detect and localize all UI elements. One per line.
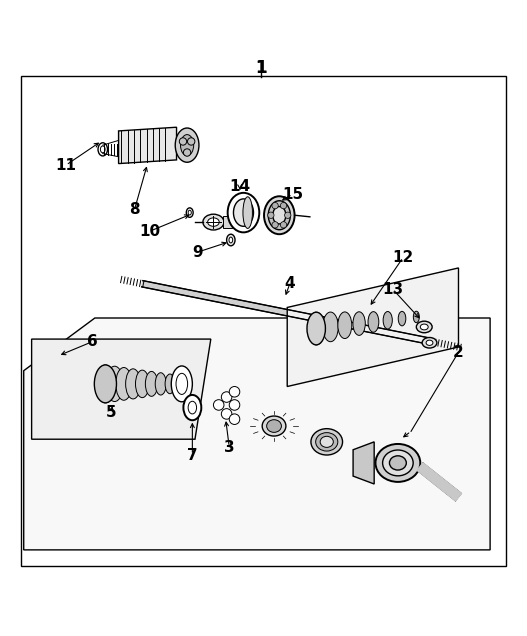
Text: 5: 5: [105, 405, 116, 420]
Ellipse shape: [307, 312, 326, 345]
Text: 9: 9: [192, 245, 203, 259]
Ellipse shape: [171, 366, 192, 402]
Ellipse shape: [116, 368, 132, 400]
Circle shape: [221, 392, 232, 403]
Ellipse shape: [262, 416, 286, 436]
Ellipse shape: [264, 197, 295, 234]
Polygon shape: [32, 339, 211, 439]
Ellipse shape: [100, 146, 105, 153]
Ellipse shape: [338, 312, 352, 338]
Ellipse shape: [227, 234, 235, 245]
Ellipse shape: [308, 312, 325, 345]
Circle shape: [272, 202, 278, 209]
Ellipse shape: [229, 237, 233, 243]
Circle shape: [229, 399, 240, 410]
Ellipse shape: [94, 365, 116, 403]
Text: 3: 3: [224, 439, 235, 455]
Circle shape: [268, 212, 274, 218]
Ellipse shape: [187, 208, 193, 218]
Ellipse shape: [426, 340, 433, 345]
Circle shape: [183, 149, 191, 156]
Ellipse shape: [316, 432, 338, 451]
Ellipse shape: [96, 365, 115, 403]
Circle shape: [229, 387, 240, 397]
Ellipse shape: [233, 199, 253, 226]
Circle shape: [229, 414, 240, 424]
Ellipse shape: [125, 369, 141, 399]
Ellipse shape: [98, 142, 108, 156]
Ellipse shape: [228, 193, 259, 232]
Circle shape: [280, 202, 287, 209]
Ellipse shape: [421, 324, 428, 330]
Ellipse shape: [268, 201, 290, 230]
Ellipse shape: [383, 312, 392, 329]
Bar: [223, 216, 232, 228]
Text: 14: 14: [229, 179, 250, 194]
Circle shape: [285, 212, 291, 218]
Ellipse shape: [176, 373, 188, 394]
Text: 12: 12: [393, 250, 414, 265]
Circle shape: [188, 138, 195, 145]
Ellipse shape: [375, 444, 421, 482]
Ellipse shape: [311, 429, 343, 455]
Ellipse shape: [353, 312, 365, 335]
Text: 11: 11: [55, 158, 76, 172]
Ellipse shape: [165, 374, 175, 394]
Ellipse shape: [398, 312, 406, 326]
Ellipse shape: [145, 371, 158, 396]
Polygon shape: [119, 127, 177, 163]
Circle shape: [272, 222, 278, 228]
Text: 4: 4: [285, 276, 295, 291]
Text: 7: 7: [187, 448, 198, 462]
Ellipse shape: [422, 338, 437, 348]
Ellipse shape: [243, 197, 252, 228]
Circle shape: [179, 138, 187, 145]
Ellipse shape: [413, 311, 419, 322]
Text: 13: 13: [382, 282, 403, 296]
Circle shape: [280, 222, 287, 228]
Circle shape: [213, 399, 224, 410]
Ellipse shape: [135, 370, 149, 398]
Text: 8: 8: [129, 202, 140, 218]
Ellipse shape: [188, 211, 191, 215]
Text: 1: 1: [255, 59, 267, 77]
Ellipse shape: [175, 128, 199, 162]
Polygon shape: [24, 318, 490, 550]
Polygon shape: [142, 280, 433, 345]
Circle shape: [39, 365, 51, 377]
Ellipse shape: [368, 312, 379, 332]
Ellipse shape: [416, 321, 432, 333]
Text: 6: 6: [87, 334, 97, 349]
Ellipse shape: [203, 214, 224, 230]
Text: 2: 2: [453, 345, 464, 360]
Ellipse shape: [320, 436, 333, 447]
Ellipse shape: [106, 366, 123, 401]
Ellipse shape: [389, 456, 406, 470]
Ellipse shape: [188, 401, 197, 414]
Ellipse shape: [155, 373, 166, 395]
Ellipse shape: [180, 135, 194, 156]
Ellipse shape: [208, 218, 219, 226]
Ellipse shape: [383, 450, 413, 476]
Ellipse shape: [323, 312, 338, 342]
Circle shape: [47, 344, 69, 366]
Polygon shape: [417, 463, 462, 501]
Ellipse shape: [273, 207, 286, 224]
Ellipse shape: [183, 395, 201, 420]
Polygon shape: [353, 442, 374, 484]
Circle shape: [53, 350, 63, 360]
Text: 1: 1: [255, 59, 267, 77]
Polygon shape: [287, 268, 458, 387]
Text: 15: 15: [282, 186, 303, 202]
Ellipse shape: [175, 375, 183, 392]
Circle shape: [33, 359, 56, 382]
Text: 10: 10: [140, 223, 161, 238]
Circle shape: [221, 409, 232, 419]
Ellipse shape: [267, 420, 281, 432]
